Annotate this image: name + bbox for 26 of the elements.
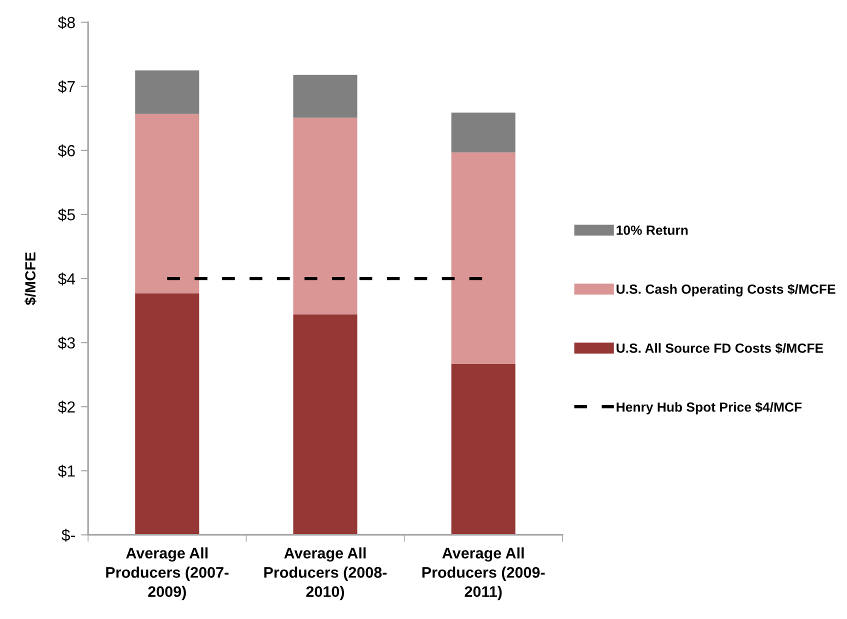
bar [451, 364, 516, 535]
y-tick-label: $8 [58, 16, 75, 30]
bar [451, 112, 516, 152]
y-tick-label: $2 [58, 400, 75, 414]
legend-label: 10% Return [616, 226, 688, 235]
legend-label: U.S. All Source FD Costs $/MCFE [616, 342, 824, 354]
legend-label: Henry Hub Spot Price $4/MCF [616, 402, 802, 414]
y-tick-label: $5 [58, 208, 75, 222]
bar [135, 70, 200, 114]
y-tick-label: $7 [58, 80, 75, 94]
bar [135, 293, 200, 535]
y-tick-label: $6 [58, 144, 75, 158]
y-tick-label: $3 [58, 336, 75, 350]
y-axis-title: $/MCFE [24, 252, 36, 306]
x-tick-label: Average All Producers (2008- 2010) [264, 547, 387, 600]
bar [293, 314, 358, 535]
y-tick-label: $1 [58, 464, 75, 478]
y-tick-label: $- [62, 528, 75, 542]
bar [451, 152, 516, 364]
bar [293, 74, 358, 118]
legend-label: U.S. Cash Operating Costs $/MCFE [616, 284, 836, 296]
bar [293, 118, 358, 314]
bar [135, 114, 200, 294]
x-tick-label: Average All Producers (2007- 2009) [106, 547, 229, 600]
y-tick-label: $4 [58, 272, 76, 286]
x-tick-label: Average All Producers (2009- 2011) [422, 547, 545, 600]
